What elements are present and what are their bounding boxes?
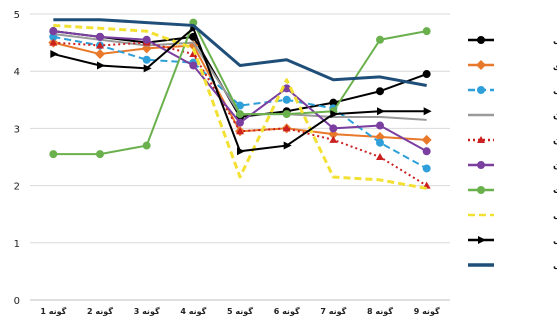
legend-label: دلبستگی به مکان	[553, 109, 557, 121]
x-tick-label: گونه 6	[274, 306, 300, 316]
series-3-point	[282, 95, 291, 104]
y-tick-label: 4	[14, 67, 20, 78]
series-9-point	[423, 107, 432, 116]
series-5-point	[96, 41, 104, 49]
legend-item-10: تعامل اجتماعی	[468, 261, 557, 271]
series-9-point	[283, 141, 292, 150]
legend-swatch-point	[477, 86, 485, 94]
series-6-point	[96, 32, 104, 41]
series-9-point	[377, 107, 385, 116]
x-tick-label: گونه 1	[40, 306, 66, 316]
series-2-point	[375, 131, 385, 142]
legend-swatch-point	[478, 236, 486, 244]
series-line	[53, 18, 427, 87]
series-2-point	[328, 129, 339, 140]
series-3-point	[376, 138, 384, 147]
y-tick-label: 5	[14, 10, 20, 21]
series-1-point	[422, 70, 431, 79]
x-tick-label: گونه 4	[180, 306, 206, 316]
series-10	[53, 18, 427, 87]
series-6	[49, 27, 431, 156]
series-9-point	[143, 64, 152, 73]
legend-item-8: پیوند اجتماعی	[468, 211, 557, 221]
series-5-point	[189, 50, 198, 58]
y-tick-label: 1	[14, 239, 20, 250]
series-9-point	[97, 61, 105, 70]
legend-item-4: دلبستگی به مکان	[468, 109, 557, 121]
legend-swatch-point	[477, 36, 485, 44]
series-7-point	[96, 150, 104, 159]
series-6-point	[236, 118, 244, 127]
series-9-point	[330, 110, 339, 119]
legend: زیبایی حس تعلق حریم خصوصی دلبستگی به مکان هو…	[468, 36, 557, 271]
series-7-point	[236, 110, 244, 119]
series-1-point	[376, 87, 384, 96]
legend-item-2: حس تعلق	[468, 60, 557, 71]
y-tick-label: 0	[14, 296, 20, 307]
y-axis-ticks: 0 1 2 3 4 5	[14, 10, 20, 307]
legend-label: صمیمیت و راحتی	[553, 236, 557, 246]
series-5-point	[49, 38, 58, 46]
x-tick-label: گونه 7	[320, 306, 346, 316]
series-5-point	[282, 124, 291, 132]
x-tick-label: گونه 5	[227, 306, 253, 316]
legend-label: پیوند با طبیعت	[553, 186, 557, 196]
legend-item-6: وابستگی مکان	[468, 159, 557, 171]
series-line	[53, 23, 427, 190]
legend-item-5: هویت مکان	[468, 136, 557, 146]
y-tick-label: 3	[14, 124, 20, 135]
legend-label: پیوند اجتماعی	[553, 211, 557, 221]
series-9	[50, 24, 432, 156]
series-6-point	[49, 27, 58, 36]
x-axis-ticks: گونه 1 گونه 2 گونه 3 گونه 4 گونه 5 گونه 6 گونه…	[40, 306, 440, 316]
legend-label: تعامل اجتماعی	[553, 261, 557, 271]
series-6-point	[329, 124, 338, 133]
x-tick-label: گونه 8	[367, 306, 393, 316]
legend-item-3: حریم خصوصی	[468, 86, 557, 96]
legend-label: هویت مکان	[553, 136, 557, 146]
series-7-point	[282, 110, 291, 119]
series-6-point	[142, 35, 151, 44]
legend-swatch-point	[477, 161, 485, 169]
series-9-point	[50, 50, 59, 59]
legend-label: حریم خصوصی	[553, 86, 557, 96]
legend-label: حس تعلق	[553, 61, 557, 71]
series-2-point	[421, 134, 432, 145]
series-5-point	[236, 127, 244, 135]
series-8	[53, 23, 427, 190]
series-3-point	[422, 164, 431, 173]
series-7-point	[376, 35, 384, 44]
y-tick-label: 2	[14, 182, 20, 193]
plot-area	[48, 18, 432, 190]
x-tick-label: گونه 2	[87, 306, 113, 316]
series-5-point	[329, 135, 338, 143]
series-6-point	[422, 147, 431, 156]
legend-swatch-point	[477, 186, 485, 194]
legend-item-7: پیوند با طبیعت	[468, 186, 557, 196]
series-6-point	[282, 84, 291, 93]
series-2-point	[95, 49, 105, 60]
legend-swatch-point	[476, 60, 486, 70]
legend-label: زیبایی	[553, 36, 557, 46]
series-7-point	[142, 141, 151, 150]
series-7-point	[49, 150, 58, 159]
series-3	[49, 32, 431, 173]
series-5-point	[376, 153, 384, 160]
series-7-point	[422, 27, 431, 36]
legend-label: وابستگی مکان	[553, 159, 557, 171]
legend-item-1: زیبایی	[468, 36, 557, 46]
gridlines	[30, 13, 450, 301]
series-9-point	[237, 147, 245, 156]
x-tick-label: گونه 9	[414, 306, 440, 316]
series-3-point	[142, 55, 151, 64]
series-6-point	[189, 61, 198, 70]
legend-item-9: صمیمیت و راحتی	[468, 236, 557, 246]
x-tick-label: گونه 3	[134, 306, 160, 316]
legend-swatch-point	[477, 136, 485, 143]
series-6-point	[376, 121, 384, 130]
